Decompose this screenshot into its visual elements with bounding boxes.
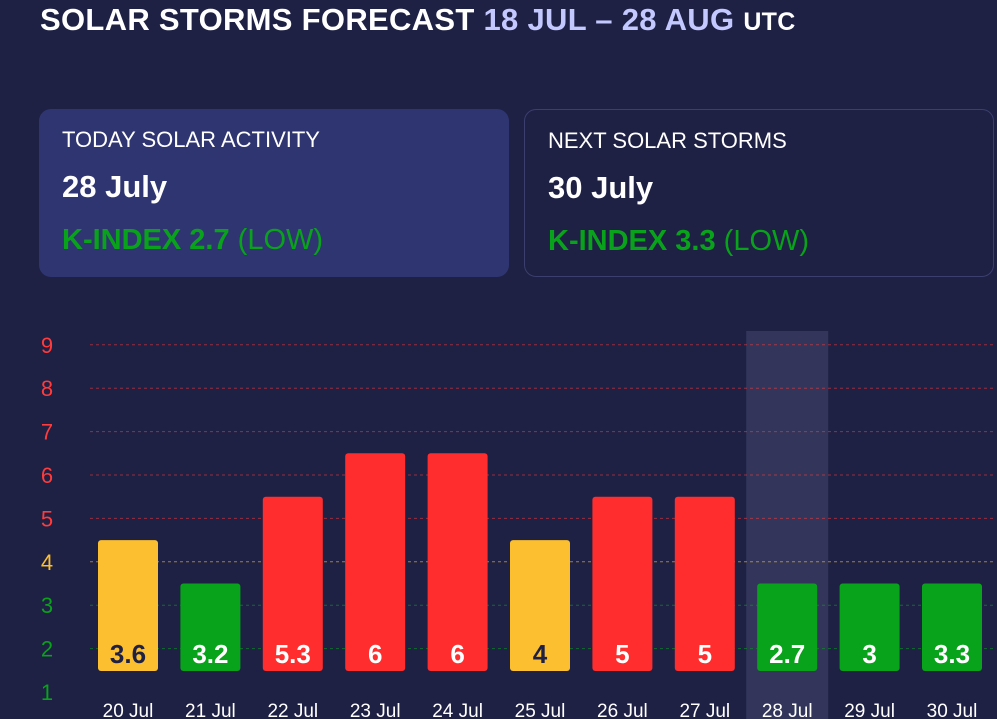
today-card-date: 28 July bbox=[62, 169, 168, 204]
next-card-label: NEXT SOLAR STORMS bbox=[548, 128, 787, 153]
bar-value-label: 3.3 bbox=[934, 639, 970, 669]
x-tick-label: 24 Jul bbox=[432, 701, 483, 719]
bar bbox=[510, 540, 570, 671]
bar-value-label: 3.2 bbox=[192, 639, 228, 669]
title-timezone: UTC bbox=[743, 8, 796, 36]
y-tick-label: 7 bbox=[41, 420, 53, 445]
bar-value-label: 2.7 bbox=[769, 639, 805, 669]
x-tick-label: 28 Jul bbox=[762, 701, 813, 719]
page-title: SOLAR STORMS FORECAST 18 JUL – 28 AUG UT… bbox=[40, 2, 796, 38]
bar bbox=[98, 540, 158, 671]
title-main: SOLAR STORMS FORECAST bbox=[40, 2, 475, 37]
y-tick-label: 3 bbox=[41, 593, 53, 618]
x-tick-label: 21 Jul bbox=[185, 701, 236, 719]
bar bbox=[427, 453, 488, 671]
y-tick-label: 4 bbox=[41, 550, 53, 575]
next-card-date: 30 July bbox=[548, 170, 654, 205]
x-tick-label: 22 Jul bbox=[267, 701, 318, 719]
next-k-index-value: K-INDEX 3.3 bbox=[548, 225, 716, 257]
k-index-bar-chart: 1 2 3 4 5 6 7 8 9 3.6 20 Jul 3.2 21 Jul 5.3 22 Jul 6 23 … bbox=[41, 331, 995, 719]
y-tick-label: 8 bbox=[41, 376, 53, 401]
bar bbox=[757, 583, 818, 671]
x-tick-label: 29 Jul bbox=[844, 701, 895, 719]
y-tick-label: 9 bbox=[41, 333, 53, 358]
bar bbox=[262, 496, 323, 671]
bar bbox=[839, 583, 900, 671]
y-tick-label: 5 bbox=[41, 506, 53, 531]
x-tick-label: 20 Jul bbox=[103, 701, 154, 719]
bar-value-label: 6 bbox=[368, 639, 382, 669]
y-tick-label: 2 bbox=[41, 637, 53, 662]
bar bbox=[345, 453, 406, 671]
x-tick-label: 23 Jul bbox=[350, 701, 401, 719]
bar-value-label: 4 bbox=[533, 639, 548, 669]
today-k-index: K-INDEX 2.7 (LOW) bbox=[62, 224, 486, 257]
next-storms-card: NEXT SOLAR STORMS 30 July K-INDEX 3.3 (L… bbox=[524, 109, 994, 277]
bar bbox=[180, 583, 241, 671]
today-k-index-level: (LOW) bbox=[237, 224, 324, 256]
bar-value-label: 5.3 bbox=[275, 639, 311, 669]
today-card-label: TODAY SOLAR ACTIVITY bbox=[62, 127, 320, 152]
bar-value-label: 5 bbox=[698, 639, 712, 669]
y-tick-label: 6 bbox=[41, 463, 53, 488]
today-activity-card: TODAY SOLAR ACTIVITY 28 July K-INDEX 2.7… bbox=[39, 109, 509, 277]
next-k-index: K-INDEX 3.3 (LOW) bbox=[548, 225, 970, 258]
x-tick-label: 30 Jul bbox=[927, 701, 978, 719]
bar-value-label: 6 bbox=[450, 639, 464, 669]
y-tick-label: 1 bbox=[41, 680, 53, 705]
bar bbox=[592, 496, 653, 671]
bar bbox=[922, 583, 982, 671]
x-tick-label: 27 Jul bbox=[679, 701, 730, 719]
x-tick-label: 26 Jul bbox=[597, 701, 648, 719]
x-tick-label: 25 Jul bbox=[515, 701, 566, 719]
bar-value-label: 3.6 bbox=[110, 639, 146, 669]
next-k-index-level: (LOW) bbox=[723, 225, 810, 257]
title-date-range: 18 JUL – 28 AUG bbox=[483, 2, 735, 37]
bar bbox=[674, 496, 735, 671]
today-k-index-value: K-INDEX 2.7 bbox=[62, 224, 230, 256]
bar-value-label: 3 bbox=[862, 639, 876, 669]
bar-value-label: 5 bbox=[615, 639, 629, 669]
